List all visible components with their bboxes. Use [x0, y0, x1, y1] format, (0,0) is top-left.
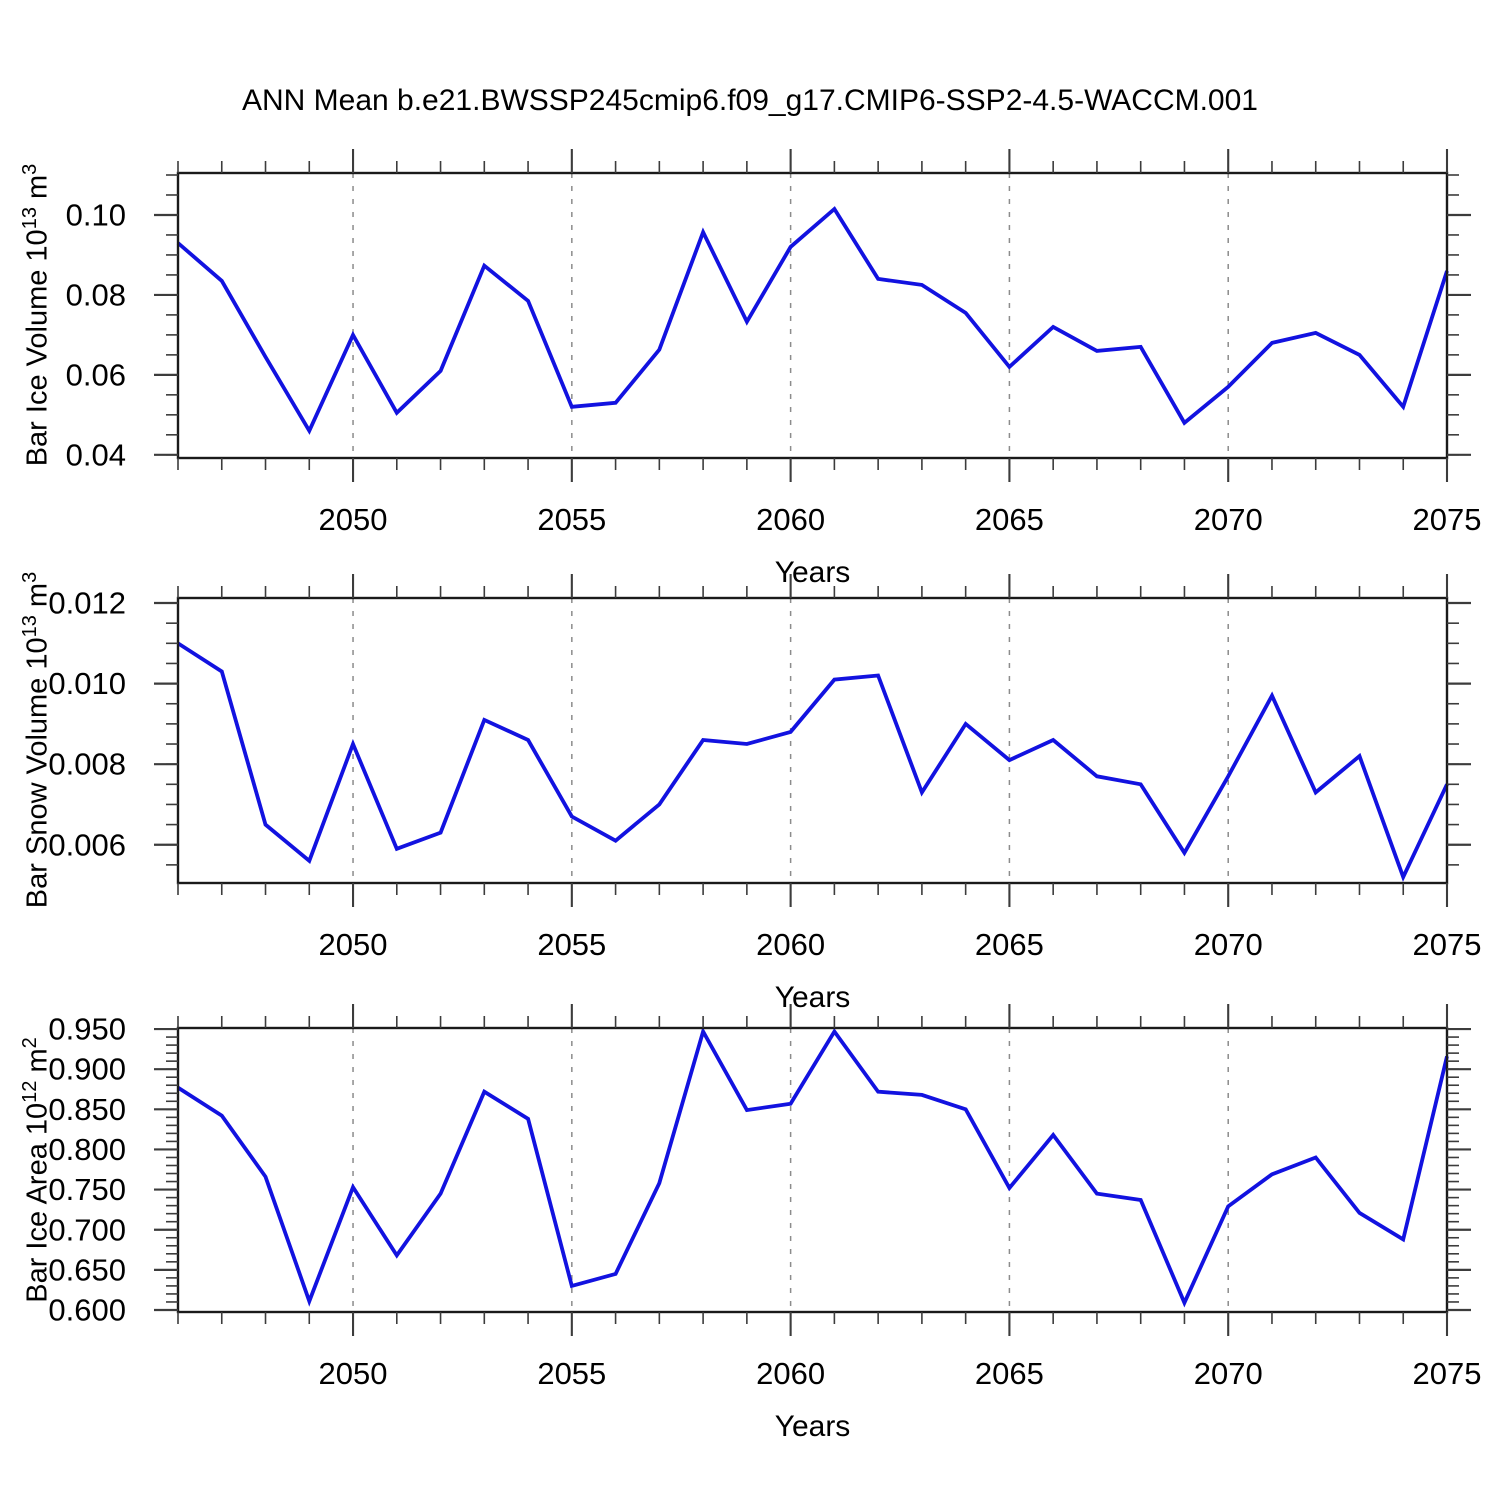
y-tick-label: 0.012 [48, 586, 126, 621]
y-tick-label: 0.006 [48, 827, 126, 862]
x-axis-title: Years [775, 556, 851, 589]
x-axis-title: Years [775, 981, 851, 1014]
y-tick-label: 0.008 [48, 747, 126, 782]
y-tick-label: 0.750 [48, 1172, 126, 1207]
x-tick-label: 2070 [1194, 502, 1263, 537]
x-tick-label: 2055 [537, 502, 606, 537]
y-tick-label: 0.600 [48, 1293, 126, 1328]
y-tick-label: 0.650 [48, 1252, 126, 1287]
y-tick-label: 0.950 [48, 1012, 126, 1047]
y-tick-label: 0.010 [48, 666, 126, 701]
y-tick-label: 0.800 [48, 1132, 126, 1167]
x-tick-label: 2065 [975, 927, 1044, 962]
y-tick-label: 0.08 [66, 277, 126, 312]
y-tick-label: 0.850 [48, 1092, 126, 1127]
x-tick-label: 2075 [1413, 1356, 1482, 1391]
x-tick-label: 2070 [1194, 927, 1263, 962]
x-tick-label: 2060 [756, 927, 825, 962]
x-tick-label: 2055 [537, 1356, 606, 1391]
y-tick-label: 0.04 [66, 437, 126, 472]
x-tick-label: 2065 [975, 1356, 1044, 1391]
x-tick-label: 2065 [975, 502, 1044, 537]
x-tick-label: 2075 [1413, 927, 1482, 962]
x-tick-label: 2060 [756, 502, 825, 537]
y-tick-label: 0.700 [48, 1212, 126, 1247]
y-tick-label: 0.06 [66, 357, 126, 392]
x-tick-label: 2055 [537, 927, 606, 962]
figure-title: ANN Mean b.e21.BWSSP245cmip6.f09_g17.CMI… [241, 84, 1258, 117]
x-tick-label: 2075 [1413, 502, 1482, 537]
x-tick-label: 2060 [756, 1356, 825, 1391]
x-tick-label: 2050 [319, 502, 388, 537]
y-tick-label: 0.900 [48, 1052, 126, 1087]
y-tick-label: 0.10 [66, 198, 126, 233]
x-tick-label: 2050 [319, 1356, 388, 1391]
x-axis-title: Years [775, 1410, 851, 1443]
x-tick-label: 2070 [1194, 1356, 1263, 1391]
x-tick-label: 2050 [319, 927, 388, 962]
